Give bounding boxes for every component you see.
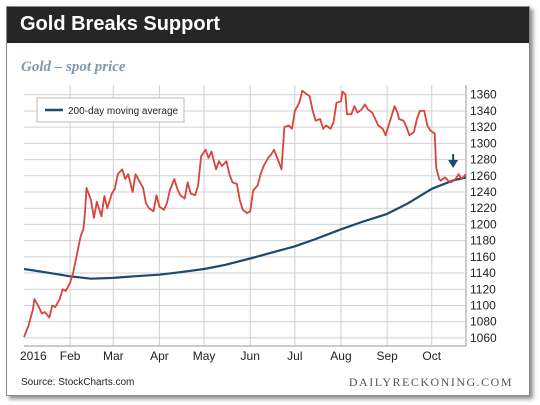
x-tick-label: May bbox=[193, 349, 216, 363]
y-tick-label: 1160 bbox=[470, 250, 496, 264]
spot-price-line bbox=[23, 89, 467, 338]
chart-subtitle: Gold – spot price bbox=[21, 59, 126, 75]
legend: 200-day moving average bbox=[36, 97, 185, 123]
y-tick-label: 1280 bbox=[470, 153, 497, 167]
y-tick-label: 1320 bbox=[470, 120, 497, 134]
chart-card: Gold Breaks Support Gold – spot price So… bbox=[6, 6, 530, 396]
x-tick-label: 2016 bbox=[20, 349, 47, 363]
y-tick-label: 1100 bbox=[470, 298, 496, 312]
annotations bbox=[448, 154, 459, 169]
y-tick-label: 1220 bbox=[470, 201, 497, 215]
legend-label-ma: 200-day moving average bbox=[68, 106, 179, 117]
x-tick-label: Aug bbox=[330, 349, 351, 363]
moving-average-line bbox=[23, 176, 467, 280]
header-bar: Gold Breaks Support bbox=[7, 7, 529, 43]
y-tick-label: 1200 bbox=[470, 217, 497, 231]
y-tick-label: 1120 bbox=[470, 282, 496, 296]
x-tick-label: Sep bbox=[376, 349, 398, 363]
x-tick-label: Oct bbox=[422, 349, 441, 363]
chart-title: Gold Breaks Support bbox=[20, 13, 221, 35]
y-tick-label: 1340 bbox=[470, 104, 497, 118]
brand-watermark: DAILYRECKONING.COM bbox=[348, 375, 513, 389]
y-tick-label: 1240 bbox=[470, 185, 497, 199]
series bbox=[23, 89, 467, 338]
y-tick-label: 1140 bbox=[470, 266, 496, 280]
x-tick-label: Mar bbox=[103, 349, 124, 363]
y-axis: 1060 1080 1100 1120 1140 1160 1180 1200 1220 1240… bbox=[470, 88, 497, 345]
y-tick-label: 1080 bbox=[470, 315, 497, 329]
x-tick-label: Apr bbox=[150, 349, 169, 363]
x-axis: 2016 Feb Mar Apr May Jun Jul Aug Sep Oct bbox=[20, 345, 466, 363]
gridlines bbox=[24, 85, 467, 346]
y-tick-label: 1060 bbox=[470, 331, 497, 345]
x-tick-label: Jun bbox=[241, 349, 260, 363]
y-tick-label: 1260 bbox=[470, 169, 497, 183]
down-arrow-icon bbox=[448, 160, 459, 169]
y-tick-label: 1360 bbox=[470, 88, 497, 102]
y-tick-label: 1300 bbox=[470, 136, 497, 150]
source-note: Source: StockCharts.com bbox=[21, 377, 135, 388]
x-tick-label: Jul bbox=[287, 349, 302, 363]
y-tick-label: 1180 bbox=[470, 234, 496, 248]
x-tick-label: Feb bbox=[60, 349, 81, 363]
